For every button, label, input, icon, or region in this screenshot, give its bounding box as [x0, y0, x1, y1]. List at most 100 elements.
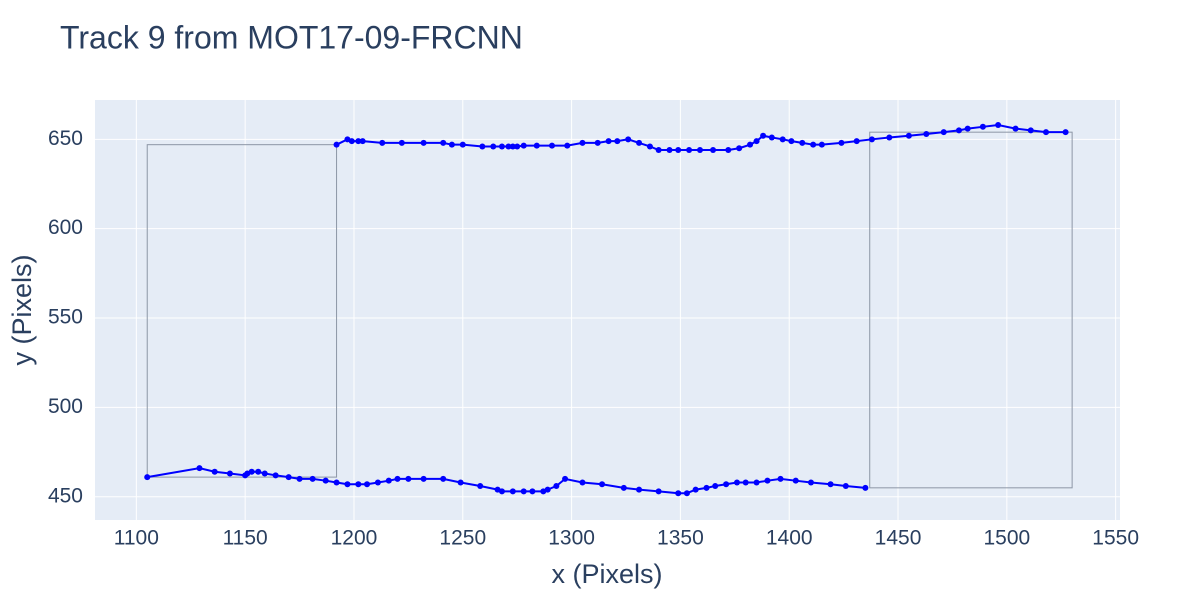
y-tick-label: 500: [48, 395, 83, 418]
point: [666, 147, 673, 154]
plot-area: [95, 100, 1120, 520]
point: [818, 141, 825, 148]
point: [440, 139, 447, 146]
point: [810, 141, 817, 148]
point: [675, 147, 682, 154]
box: [146, 144, 338, 478]
point: [655, 488, 662, 495]
x-tick-label: 1350: [657, 527, 704, 550]
point: [940, 129, 947, 136]
point: [853, 138, 860, 145]
point: [768, 134, 775, 141]
point: [620, 484, 627, 491]
point: [285, 474, 292, 481]
point: [549, 142, 556, 149]
point: [675, 490, 682, 497]
point: [385, 477, 392, 484]
y-tick-label: 600: [48, 216, 83, 239]
box: [869, 131, 1073, 489]
point: [1043, 129, 1050, 136]
chart-title: Track 9 from MOT17-09-FRCNN: [60, 19, 523, 55]
point: [799, 139, 806, 146]
point: [529, 488, 536, 495]
point: [788, 138, 795, 145]
point: [261, 470, 268, 477]
point: [248, 468, 255, 475]
point: [355, 138, 362, 145]
point: [564, 142, 571, 149]
point: [479, 143, 486, 150]
point: [723, 481, 730, 488]
point: [544, 486, 551, 493]
point: [703, 484, 710, 491]
point: [636, 139, 643, 146]
point: [364, 481, 371, 488]
point: [255, 468, 262, 475]
point: [725, 147, 732, 154]
point: [655, 147, 662, 154]
point: [405, 475, 412, 482]
point: [344, 481, 351, 488]
point: [712, 483, 719, 490]
y-tick-label: 550: [48, 306, 83, 329]
point: [1012, 125, 1019, 132]
point: [498, 488, 505, 495]
point: [514, 143, 521, 150]
point: [599, 481, 606, 488]
point: [562, 475, 569, 482]
point: [355, 481, 362, 488]
point: [477, 483, 484, 490]
point: [838, 139, 845, 146]
point: [394, 475, 401, 482]
point: [683, 490, 690, 497]
point: [457, 479, 464, 486]
y-tick-label: 450: [48, 484, 83, 507]
x-tick-label: 1100: [114, 527, 159, 550]
point: [692, 486, 699, 493]
point: [579, 139, 586, 146]
point: [272, 472, 279, 479]
point: [753, 138, 760, 145]
x-tick-label: 1200: [331, 527, 378, 550]
point: [742, 479, 749, 486]
point: [333, 141, 340, 148]
point: [509, 488, 516, 495]
point: [625, 136, 632, 143]
point: [710, 147, 717, 154]
x-axis-title: x (Pixels): [551, 559, 662, 589]
point: [753, 479, 760, 486]
point: [736, 145, 743, 152]
point: [448, 141, 455, 148]
point: [1027, 127, 1034, 134]
x-tick-label: 1250: [439, 527, 486, 550]
point: [374, 479, 381, 486]
point: [553, 483, 560, 490]
point: [211, 468, 218, 475]
point: [605, 138, 612, 145]
point: [686, 147, 693, 154]
point: [490, 143, 497, 150]
point: [594, 139, 601, 146]
point: [905, 132, 912, 139]
point: [923, 130, 930, 137]
point: [144, 474, 151, 481]
point: [226, 470, 233, 477]
point: [296, 475, 303, 482]
point: [696, 147, 703, 154]
point: [420, 139, 427, 146]
point: [862, 484, 869, 491]
point: [348, 138, 355, 145]
point: [520, 488, 527, 495]
point: [520, 142, 527, 149]
point: [333, 479, 340, 486]
point: [379, 139, 386, 146]
point: [760, 132, 767, 139]
x-tick-label: 1150: [223, 527, 268, 550]
x-tick-label: 1400: [766, 527, 813, 550]
y-axis-title: y (Pixels): [7, 254, 37, 365]
point: [886, 134, 893, 141]
y-tick-label: 650: [48, 127, 83, 150]
point: [979, 123, 986, 130]
point: [955, 127, 962, 134]
point: [868, 136, 875, 143]
